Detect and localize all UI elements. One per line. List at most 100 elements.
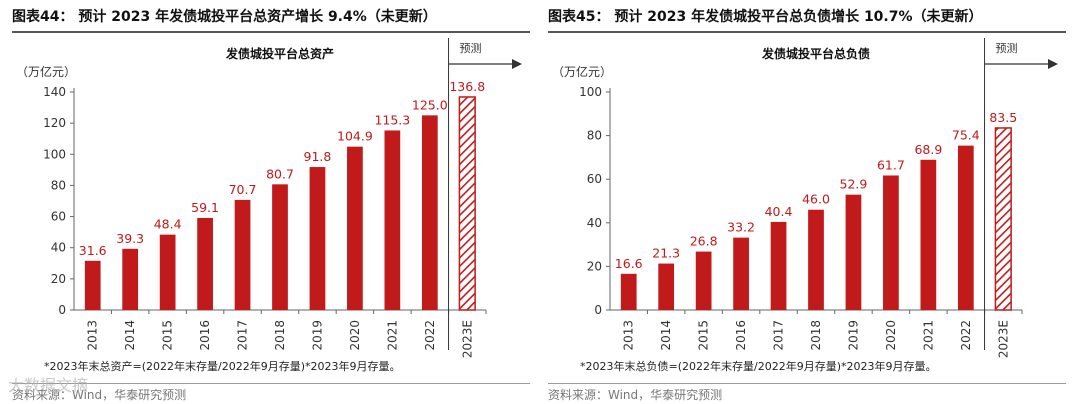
category-label: 2018 (273, 320, 287, 351)
data-label: 48.4 (154, 217, 182, 232)
forecast-arrow-head (512, 59, 522, 69)
category-label: 2021 (385, 320, 399, 351)
data-label: 125.0 (412, 97, 448, 112)
data-label: 68.9 (914, 142, 942, 157)
category-label: 2020 (884, 320, 898, 351)
left-figure-panel: 图表44： 预计 2023 年发债城投平台总资产增长 9.4%（未更新） 发债城… (12, 0, 542, 404)
source-note: 资料来源：Wind，华泰研究预测 (548, 388, 723, 402)
data-label: 61.7 (877, 157, 905, 172)
bar (421, 115, 438, 310)
bar (920, 159, 937, 310)
y-tick-label: 40 (587, 216, 602, 230)
bar (347, 146, 363, 310)
y-tick-label: 100 (579, 85, 602, 99)
category-label: 2022 (959, 320, 973, 351)
y-tick-label: 20 (51, 272, 66, 286)
bar (883, 175, 899, 310)
forecast-bar (994, 127, 1012, 311)
figure-title: 图表45： 预计 2023 年发债城投平台总负债增长 10.7%（未更新） (548, 9, 983, 25)
category-label: 2019 (846, 320, 860, 351)
category-label: 2021 (921, 320, 935, 351)
category-label: 2014 (659, 320, 673, 351)
y-tick-label: 100 (43, 147, 66, 161)
y-axis-unit-label: （万亿元） (16, 64, 76, 79)
footnote: *2023年末总资产=(2022年末存量/2022年9月存量)*2023年9月存… (44, 360, 401, 373)
bar (770, 221, 787, 310)
y-tick-label: 80 (587, 129, 602, 143)
category-label: 2017 (772, 320, 786, 351)
bar (159, 234, 176, 310)
data-label: 40.4 (765, 204, 793, 219)
category-label: 2018 (809, 320, 823, 351)
bar (384, 130, 401, 310)
category-label: 2014 (123, 320, 137, 351)
data-label: 21.3 (652, 246, 680, 261)
bar (122, 248, 139, 310)
data-label: 33.2 (727, 220, 755, 235)
forecast-label: 预测 (460, 42, 482, 55)
y-axis-unit-label: （万亿元） (552, 64, 612, 79)
bar (84, 260, 101, 310)
bar (845, 194, 862, 310)
y-tick-label: 80 (51, 178, 66, 192)
category-label: 2022 (423, 320, 437, 351)
bar (620, 273, 637, 310)
category-label: 2013 (86, 320, 100, 351)
bar (272, 184, 288, 310)
data-label: 80.7 (266, 166, 294, 181)
data-label: 16.6 (615, 256, 643, 271)
data-label: 26.8 (690, 234, 718, 249)
category-label: 2013 (622, 320, 636, 351)
bar (658, 263, 675, 310)
source-note: 资料来源：Wind，华泰研究预测 (12, 388, 187, 402)
y-tick-label: 120 (43, 116, 66, 130)
watermark-text: 大数据文摘 (8, 376, 89, 395)
bar (957, 145, 974, 310)
category-label: 2016 (734, 320, 748, 351)
bar (695, 251, 712, 310)
data-label: 91.8 (304, 149, 332, 164)
forecast-arrow-head (1048, 59, 1058, 69)
title-rule (12, 31, 530, 33)
y-tick-label: 0 (594, 303, 602, 317)
category-label: 2023E (996, 320, 1010, 358)
category-label: 2020 (348, 320, 362, 351)
data-label: 31.6 (79, 243, 107, 258)
y-tick-label: 40 (51, 241, 66, 255)
title-rule (548, 31, 1066, 33)
data-label: 39.3 (116, 231, 144, 246)
y-tick-label: 60 (51, 210, 66, 224)
bar (234, 199, 251, 310)
watermark-logo: 大数据文摘 (8, 372, 88, 396)
forecast-label: 预测 (996, 42, 1018, 55)
footer-rule (548, 383, 1066, 384)
data-label: 104.9 (337, 129, 373, 144)
data-label: 136.8 (449, 79, 485, 94)
footer-rule (12, 383, 530, 384)
y-tick-label: 60 (587, 172, 602, 186)
bar (808, 209, 824, 310)
data-label: 46.0 (802, 192, 830, 207)
y-tick-label: 20 (587, 259, 602, 273)
data-label: 83.5 (989, 110, 1017, 125)
category-label: 2023E (460, 320, 474, 358)
y-tick-label: 140 (43, 85, 66, 99)
category-label: 2016 (198, 320, 212, 351)
y-tick-label: 0 (58, 303, 66, 317)
data-label: 115.3 (374, 112, 410, 127)
data-label: 70.7 (229, 182, 257, 197)
data-label: 52.9 (840, 177, 868, 192)
forecast-bar (458, 96, 476, 311)
figure-title: 图表44： 预计 2023 年发债城投平台总资产增长 9.4%（未更新） (12, 9, 437, 25)
data-label: 75.4 (952, 128, 980, 143)
category-label: 2015 (161, 320, 175, 351)
chart-title: 发债城投平台总负债 (761, 46, 870, 61)
bar (733, 237, 749, 310)
footnote: *2023年末总负债=(2022年末存量/2022年9月存量)*2023年9月存… (580, 360, 937, 373)
category-label: 2015 (697, 320, 711, 351)
bar (197, 217, 213, 310)
right-figure-panel: 图表45： 预计 2023 年发债城投平台总负债增长 10.7%（未更新） 发债… (548, 0, 1078, 404)
category-label: 2017 (236, 320, 250, 351)
chart-title: 发债城投平台总资产 (225, 46, 334, 61)
bar (309, 167, 326, 310)
